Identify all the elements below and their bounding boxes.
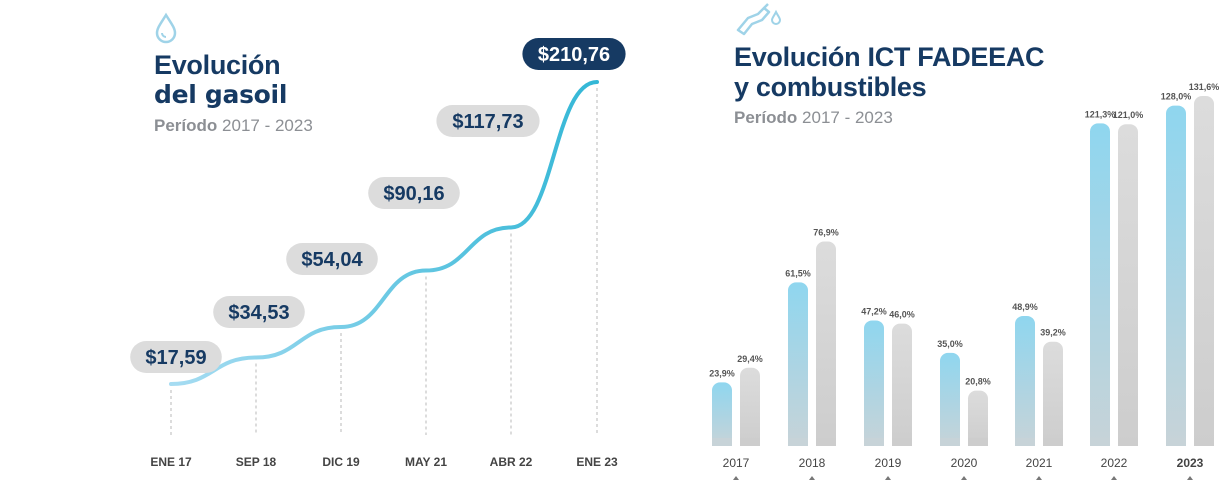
- ict-bar: [712, 382, 732, 446]
- bar-value-label: 121,3%: [1085, 109, 1116, 119]
- ict-period: Período 2017 - 2023: [734, 108, 1044, 128]
- x-tick-label: ENE 17: [150, 455, 192, 469]
- ict-bar: [788, 282, 808, 446]
- ict-title-line2: y combustibles: [734, 72, 927, 102]
- bar-value-label: 47,2%: [861, 306, 887, 316]
- data-label: $17,59: [130, 341, 222, 373]
- bar-value-label: 39,2%: [1040, 328, 1066, 338]
- category-marker: [885, 476, 891, 480]
- data-label-text: $117,73: [452, 111, 523, 133]
- ict-bar: [864, 320, 884, 446]
- data-label: $90,16: [368, 177, 460, 209]
- bar-value-label: 76,9%: [813, 227, 839, 237]
- bar-value-label: 48,9%: [1012, 302, 1038, 312]
- gasoil-panel: Evolución del gasoil Período 2017 - 2023…: [130, 12, 626, 469]
- ict-period-label: Período: [734, 108, 798, 127]
- data-label-text: $54,04: [301, 249, 363, 271]
- category-label: 2023: [1177, 456, 1204, 470]
- category-marker: [1187, 476, 1193, 480]
- category-label: 2020: [951, 456, 978, 470]
- fuel-bar: [1194, 96, 1214, 446]
- category-marker: [809, 476, 815, 480]
- gasoil-title: Evolución: [154, 50, 281, 80]
- bar-value-label: 29,4%: [737, 354, 763, 364]
- bar-value-label: 35,0%: [937, 339, 963, 349]
- bar-value-label: 23,9%: [709, 368, 735, 378]
- fuel-bar: [816, 241, 836, 446]
- category-marker: [1036, 476, 1042, 480]
- gasoil-period: Período 2017 - 2023: [154, 116, 313, 136]
- category-marker: [733, 476, 739, 480]
- data-label: $117,73: [436, 105, 540, 137]
- fuel-bar: [1043, 341, 1063, 446]
- category-label: 2018: [799, 456, 826, 470]
- fuel-bar: [1118, 124, 1138, 446]
- data-label: $34,53: [213, 296, 305, 328]
- bar-value-label: 20,8%: [965, 377, 991, 387]
- ict-bar: [1015, 315, 1035, 446]
- data-label-text: $90,16: [383, 183, 444, 205]
- x-tick-label: DIC 19: [322, 455, 360, 469]
- x-tick-label: ENE 23: [576, 455, 618, 469]
- bar-value-label: 46,0%: [889, 310, 915, 320]
- fuel-nozzle-icon: [736, 3, 782, 36]
- fuel-bar: [968, 390, 988, 446]
- bar-value-label: 128,0%: [1161, 92, 1192, 102]
- gasoil-title-line2: del gasoil: [154, 80, 288, 109]
- ict-title-block: Evolución ICT FADEEAC y combustibles Per…: [734, 42, 1045, 128]
- gasoil-period-range: 2017 - 2023: [222, 116, 313, 135]
- bar-value-label: 131,6%: [1189, 82, 1220, 92]
- gasoil-title-block: Evolución del gasoil Período 2017 - 2023: [154, 50, 313, 136]
- ict-bar-chart: 23,9%29,4% 2017 61,5% 76,9% 2018 47,2% 46,0% 20…: [709, 82, 1220, 480]
- ict-bar: [1166, 105, 1186, 447]
- ict-title: Evolución ICT FADEEAC: [734, 42, 1045, 72]
- x-tick-label: SEP 18: [236, 455, 277, 469]
- gasoil-line-chart: ENE 17 SEP 18 DIC 19 MAY 21 ABR 22 ENE 23 $17,…: [130, 38, 626, 469]
- data-label-text: $210,76: [538, 44, 610, 66]
- bar-value-label: 121,0%: [1113, 110, 1144, 120]
- x-tick-label: MAY 21: [405, 455, 447, 469]
- gasoil-period-label: Período: [154, 116, 218, 135]
- category-label: 2017: [723, 456, 750, 470]
- category-label: 2019: [875, 456, 902, 470]
- category-marker: [961, 476, 967, 480]
- category-label: 2022: [1101, 456, 1128, 470]
- ict-period-range: 2017 - 2023: [802, 108, 893, 127]
- gasoil-line-series: [169, 80, 599, 386]
- ict-panel: Evolución ICT FADEEAC y combustibles Per…: [690, 0, 1221, 491]
- data-label-highlight: $210,76: [522, 38, 626, 70]
- water-drop-icon: [155, 12, 177, 44]
- category-label: 2021: [1026, 456, 1053, 470]
- fuel-bar: [892, 323, 912, 446]
- data-label-text: $34,53: [228, 302, 289, 324]
- x-tick-label: ABR 22: [490, 455, 533, 469]
- bar-value-label: 61,5%: [785, 268, 811, 278]
- category-marker: [1111, 476, 1117, 480]
- data-label: $54,04: [286, 243, 378, 275]
- fuel-bar: [740, 367, 760, 446]
- ict-bar: [1090, 123, 1110, 446]
- data-label-text: $17,59: [145, 347, 206, 369]
- ict-bar: [940, 352, 960, 446]
